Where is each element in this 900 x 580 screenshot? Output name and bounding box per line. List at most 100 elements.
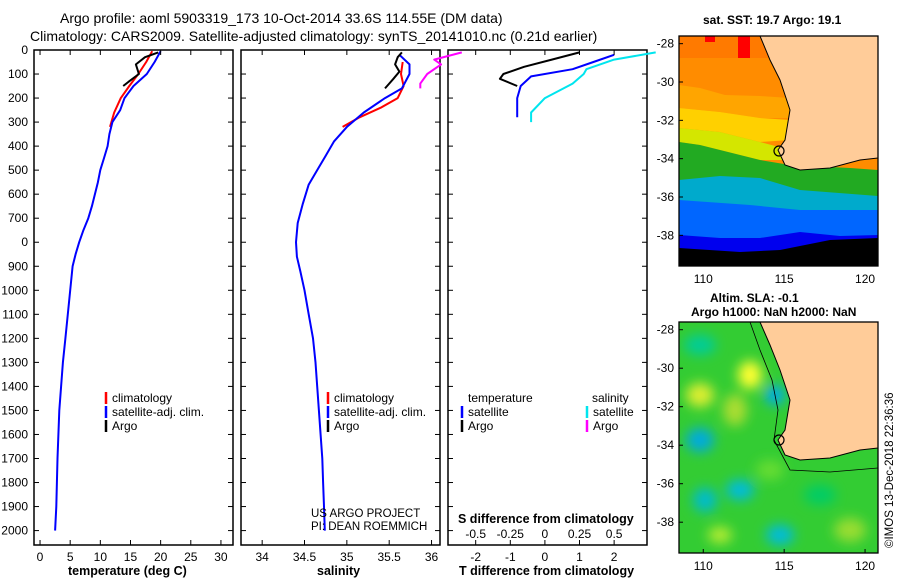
sst-hot-cell [738,36,750,58]
series-line-satellite-adj-clim- [295,54,411,531]
depth-axis: 0 100 200 300 400 500 600 700 0 900 1000 1100 1200 13… [1,43,647,538]
figure-title-line1: Argo profile: aoml 5903319_173 10-Oct-20… [60,10,503,26]
legend-label-satellite: satellite-adj. clim. [334,405,426,419]
x-tick-label: 25 [184,550,198,564]
x-tick-label: 30 [214,550,228,564]
legend-label-temp-argo: Argo [468,419,494,433]
difference-series [419,51,656,123]
depth-tick-label: 1100 [2,307,28,321]
map-lat-label: -28 [657,323,675,337]
legend-label-sal-argo: Argo [593,419,619,433]
salinity-series [295,51,411,531]
pi-credit: PI: DEAN ROEMMICH [311,521,427,533]
map-lat-label: -32 [657,113,675,127]
sst-no-data [679,238,878,266]
sst-map-axes: 110 115 120 -28 -30 -32 -34 -36 -38 [657,37,876,286]
depth-tick-label: 1900 [1,500,28,514]
depth-tick-label: 300 [8,115,28,129]
depth-tick-label: 1400 [1,379,28,393]
depth-tick-label: 700 [8,211,28,225]
map-lat-label: -38 [657,228,675,242]
series-line-satellite-adj-clim- [54,50,162,531]
salinity-axis-label: salinity [317,564,360,578]
sst-map-title: sat. SST: 19.7 Argo: 19.1 [703,13,842,27]
series-line-temperature-satellite [516,53,615,118]
depth-tick-label: 1000 [1,283,28,297]
map-lon-label: 115 [775,272,794,286]
map-lon-label: 120 [855,559,875,573]
depth-tick-label: 500 [8,163,28,177]
series-line-temperature-argo [498,51,580,87]
map-lat-label: -30 [657,361,675,375]
depth-tick-label: 1300 [1,355,28,369]
map-lat-label: -36 [657,190,675,204]
sst-orange-band [679,85,790,118]
legend-label-climatology: climatology [112,391,172,405]
x-tick-label: -1 [505,550,516,564]
x-tick-label: 0 [37,550,44,564]
depth-tick-label: 1200 [1,331,28,345]
sst-hot-cell [705,36,715,42]
sst-map [679,36,878,266]
s-diff-tick-label: 0.5 [606,527,623,541]
legend-salinity-header: salinity [592,391,629,405]
s-difference-axis-label: S difference from climatology [458,512,634,526]
s-diff-tick-label: -0.5 [465,527,486,541]
sla-map-axes: 110 115 120 -28 -30 -32 -34 -36 -38 [657,323,876,573]
sst-map-frame [678,35,879,267]
legend-temperature-header: temperature [468,391,533,405]
series-line-climatology [342,61,405,128]
legend-label-sal-satellite: satellite [593,405,634,419]
depth-tick-label: 400 [8,139,28,153]
map-lon-label: 115 [775,559,794,573]
series-line-salinity-argo [419,51,463,89]
legend-label-climatology: climatology [334,391,394,405]
s-diff-tick-label: 0.25 [568,527,592,541]
salinity-legend: climatology satellite-adj. clim. Argo [326,391,426,433]
sst-lime-band [679,128,790,160]
depth-tick-label: 1700 [1,451,28,465]
x-tick-label: -2 [470,550,481,564]
project-credit: US ARGO PROJECT [311,508,420,520]
temperature-legend: climatology satellite-adj. clim. Argo [104,391,204,433]
x-tick-label: 34.5 [293,550,317,564]
x-tick-label: 35.5 [378,550,402,564]
sla-anomalies [684,335,866,545]
series-line-climatology [109,50,154,128]
sst-blue-band [679,200,878,245]
difference-panel-frame [447,49,648,546]
sla-map-frame [678,321,879,554]
s-diff-tick-label: 0 [542,527,549,541]
x-tick-label: 34 [255,550,269,564]
map-lat-label: -30 [657,75,675,89]
sla-land [759,322,878,461]
sla-map-title-line2: Argo h1000: NaN h2000: NaN [691,305,856,319]
copyright-stamp: ©IMOS 13-Dec-2018 22:36:36 [884,392,896,548]
temperature-axis-label: temperature (deg C) [68,564,187,578]
salinity-panel-frame [240,49,441,546]
depth-tick-label: 0 [21,43,28,57]
x-axes: 0 5 10 15 20 25 30 34 34.5 35 35.5 36 -2 -1 0 1 2 -0.5 -0.… [37,50,623,564]
s-diff-tick-label: -0.25 [497,527,525,541]
map-lat-label: -34 [657,152,675,166]
map-lon-label: 110 [694,272,713,286]
depth-tick-label: 900 [8,259,28,273]
depth-tick-label: 0 [21,235,28,249]
x-tick-label: 36 [425,550,439,564]
x-tick-label: 35 [340,550,354,564]
series-line-argo [384,51,403,90]
legend-label-temp-satellite: satellite [468,405,509,419]
depth-tick-label: 200 [8,91,28,105]
figure-title-line2: Climatology: CARS2009. Satellite-adjuste… [30,28,597,44]
sst-float-marker [773,145,785,157]
map-lon-label: 110 [694,559,713,573]
depth-tick-label: 1800 [1,476,28,490]
t-difference-axis-label: T difference from climatology [459,564,634,578]
map-lat-label: -32 [657,400,675,414]
x-tick-label: 2 [611,550,618,564]
series-line-argo [122,51,159,87]
sla-map [679,322,878,553]
legend-label-argo: Argo [334,419,360,433]
map-lat-label: -36 [657,477,675,491]
